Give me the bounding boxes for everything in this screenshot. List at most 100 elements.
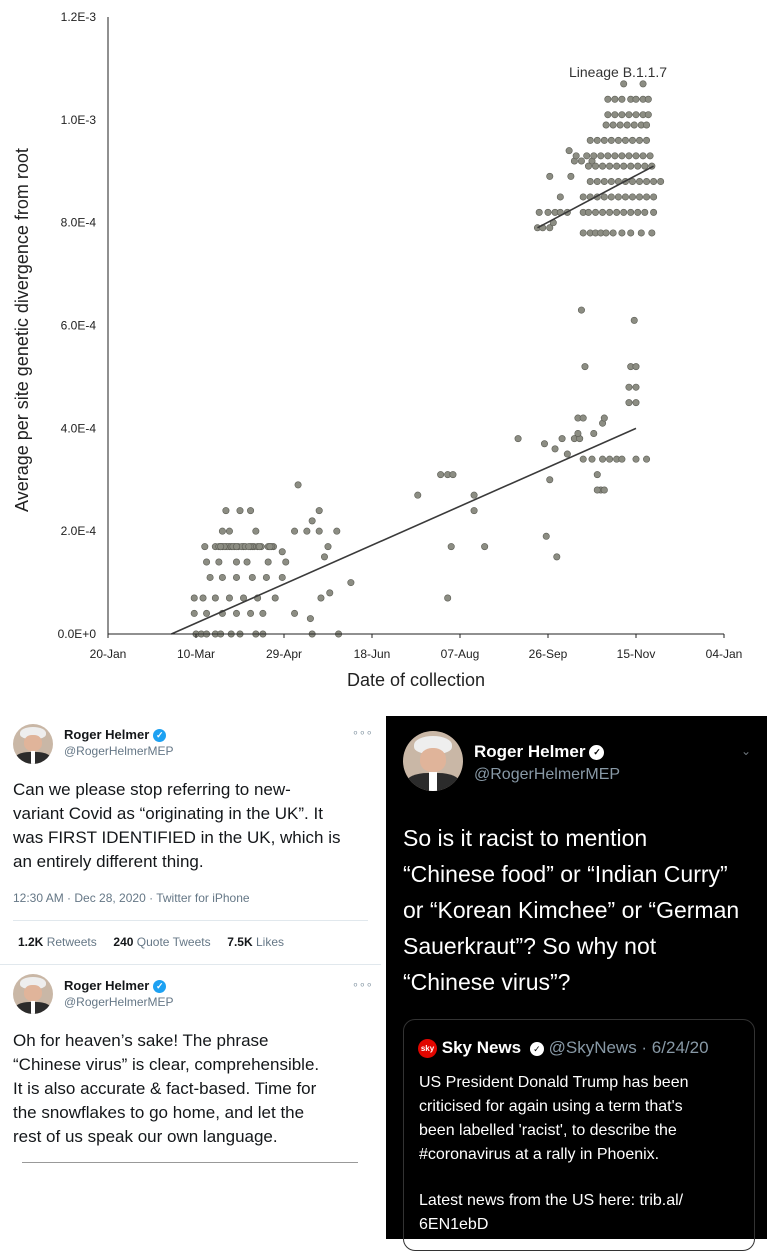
data-point-b117 — [604, 95, 612, 103]
data-point — [320, 553, 328, 561]
tweet-card-first-identified[interactable]: Roger Helmer ✓ @RogerHelmerMEP ∘∘∘ Can we… — [0, 716, 381, 966]
data-point-b117 — [639, 80, 647, 88]
data-point-b117 — [646, 152, 654, 160]
data-point — [278, 573, 286, 581]
data-point-b117 — [623, 121, 631, 129]
tweet-card-chinese-virus[interactable]: Roger Helmer ✓ @RogerHelmerMEP ∘∘∘ Oh for… — [0, 966, 381, 1239]
quoted-link-line[interactable]: 6EN1ebD — [419, 1216, 489, 1233]
y-tick-label: 2.0E-4 — [61, 524, 97, 538]
data-point-b117 — [607, 136, 615, 144]
tweet-author-handle[interactable]: @RogerHelmerMEP — [64, 744, 174, 758]
avatar[interactable] — [403, 731, 463, 791]
data-point — [232, 609, 240, 617]
quoted-author-name[interactable]: Sky News — [441, 1038, 522, 1057]
tweet-card-racist-food[interactable]: Roger Helmer ✓ @RogerHelmerMEP ⌄ So is it… — [386, 716, 767, 1251]
data-point-b117 — [625, 152, 633, 160]
more-options-icon[interactable]: ∘∘∘ — [352, 727, 373, 739]
y-tick-label: 1.0E-3 — [61, 113, 97, 127]
data-point — [618, 455, 626, 463]
data-point — [211, 594, 219, 602]
x-tick-label: 10-Mar — [177, 647, 215, 661]
tweet-stats: 1.2K Retweets 240 Quote Tweets 7.5K Like… — [18, 935, 284, 949]
data-point-b117 — [586, 136, 594, 144]
data-point-b117 — [597, 152, 605, 160]
retweets-stat[interactable]: 1.2K Retweets — [18, 935, 97, 949]
data-point — [593, 486, 601, 494]
data-point — [632, 363, 640, 371]
data-point-b117 — [590, 152, 598, 160]
data-point-b117 — [592, 208, 600, 216]
quoted-tweet[interactable]: sky Sky News ✓ @SkyNews · 6/24/20 US Pre… — [403, 1019, 755, 1251]
chart-svg: 0.0E+0 2.0E-4 4.0E-4 6.0E-4 8.0E-4 1.0E-3 1.2E… — [12, 10, 742, 690]
data-point-b117 — [609, 121, 617, 129]
likes-stat[interactable]: 7.5K Likes — [227, 935, 284, 949]
data-point — [218, 527, 226, 535]
data-point-b117 — [618, 229, 626, 237]
data-point-b117 — [544, 208, 552, 216]
lineage-annotation: Lineage B.1.1.7 — [569, 64, 667, 80]
data-point-b117 — [584, 162, 592, 170]
data-point-b117 — [592, 162, 600, 170]
data-point — [514, 435, 522, 443]
tweet-author-name[interactable]: Roger Helmer ✓ — [64, 727, 167, 743]
data-point-b117 — [643, 121, 651, 129]
avatar[interactable] — [13, 724, 53, 764]
data-point — [259, 609, 267, 617]
quoted-tweet-header: sky Sky News ✓ @SkyNews · 6/24/20 — [418, 1038, 709, 1059]
data-point — [347, 579, 355, 587]
data-point-b117 — [627, 229, 635, 237]
data-point — [247, 609, 255, 617]
data-point-b117 — [643, 178, 651, 186]
data-point-b117 — [632, 152, 640, 160]
chevron-down-icon[interactable]: ⌄ — [741, 744, 752, 758]
data-point-b117 — [620, 208, 628, 216]
data-point-b117 — [593, 136, 601, 144]
data-point-b117 — [611, 152, 619, 160]
tweet-author-name[interactable]: Roger Helmer ✓ — [474, 742, 605, 762]
verified-badge-icon: ✓ — [589, 745, 605, 761]
data-point-b117 — [611, 111, 619, 119]
data-point — [546, 476, 554, 484]
data-point-b117 — [636, 178, 644, 186]
data-point-b117 — [627, 208, 635, 216]
data-point-b117 — [600, 136, 608, 144]
data-point — [553, 553, 561, 561]
verified-badge-icon: ✓ — [529, 1041, 544, 1056]
data-point — [632, 399, 640, 407]
data-point-b117 — [639, 152, 647, 160]
data-point — [203, 558, 211, 566]
tweet-text: So is it racist to mention “Chinese food… — [403, 825, 740, 995]
quoted-handle-date[interactable]: @SkyNews · 6/24/20 — [548, 1038, 709, 1057]
tweet-author-handle[interactable]: @RogerHelmerMEP — [64, 995, 174, 1009]
data-point — [217, 543, 225, 551]
data-point — [577, 306, 585, 314]
data-point — [625, 399, 633, 407]
data-point-b117 — [628, 178, 636, 186]
data-point-b117 — [579, 229, 587, 237]
more-options-icon[interactable]: ∘∘∘ — [352, 979, 373, 991]
divider — [0, 964, 381, 965]
data-point — [558, 435, 566, 443]
data-point-b117 — [620, 80, 628, 88]
data-point — [437, 471, 445, 479]
data-point-b117 — [644, 111, 652, 119]
data-point — [632, 455, 640, 463]
data-point-b117 — [644, 95, 652, 103]
sky-news-logo-icon: sky — [418, 1039, 437, 1059]
avatar[interactable] — [13, 974, 53, 1014]
tweet-author-name[interactable]: Roger Helmer ✓ — [64, 978, 167, 994]
x-tick-label: 20-Jan — [90, 647, 127, 661]
quote-tweets-stat[interactable]: 240 Quote Tweets — [113, 935, 211, 949]
data-point-b117 — [606, 162, 614, 170]
tweet-author-handle[interactable]: @RogerHelmerMEP — [474, 766, 621, 783]
data-point-b117 — [616, 121, 624, 129]
data-point-b117 — [618, 111, 626, 119]
data-point — [315, 507, 323, 515]
data-point-b117 — [641, 162, 649, 170]
tweet-timestamp[interactable]: 12:30 AM · Dec 28, 2020 · Twitter for iP… — [13, 891, 250, 905]
quoted-link-line[interactable]: Latest news from the US here: trib.al/ — [419, 1192, 684, 1209]
data-point-b117 — [636, 136, 644, 144]
trend-line — [537, 165, 654, 229]
data-point-b117 — [650, 178, 658, 186]
data-point — [600, 414, 608, 422]
